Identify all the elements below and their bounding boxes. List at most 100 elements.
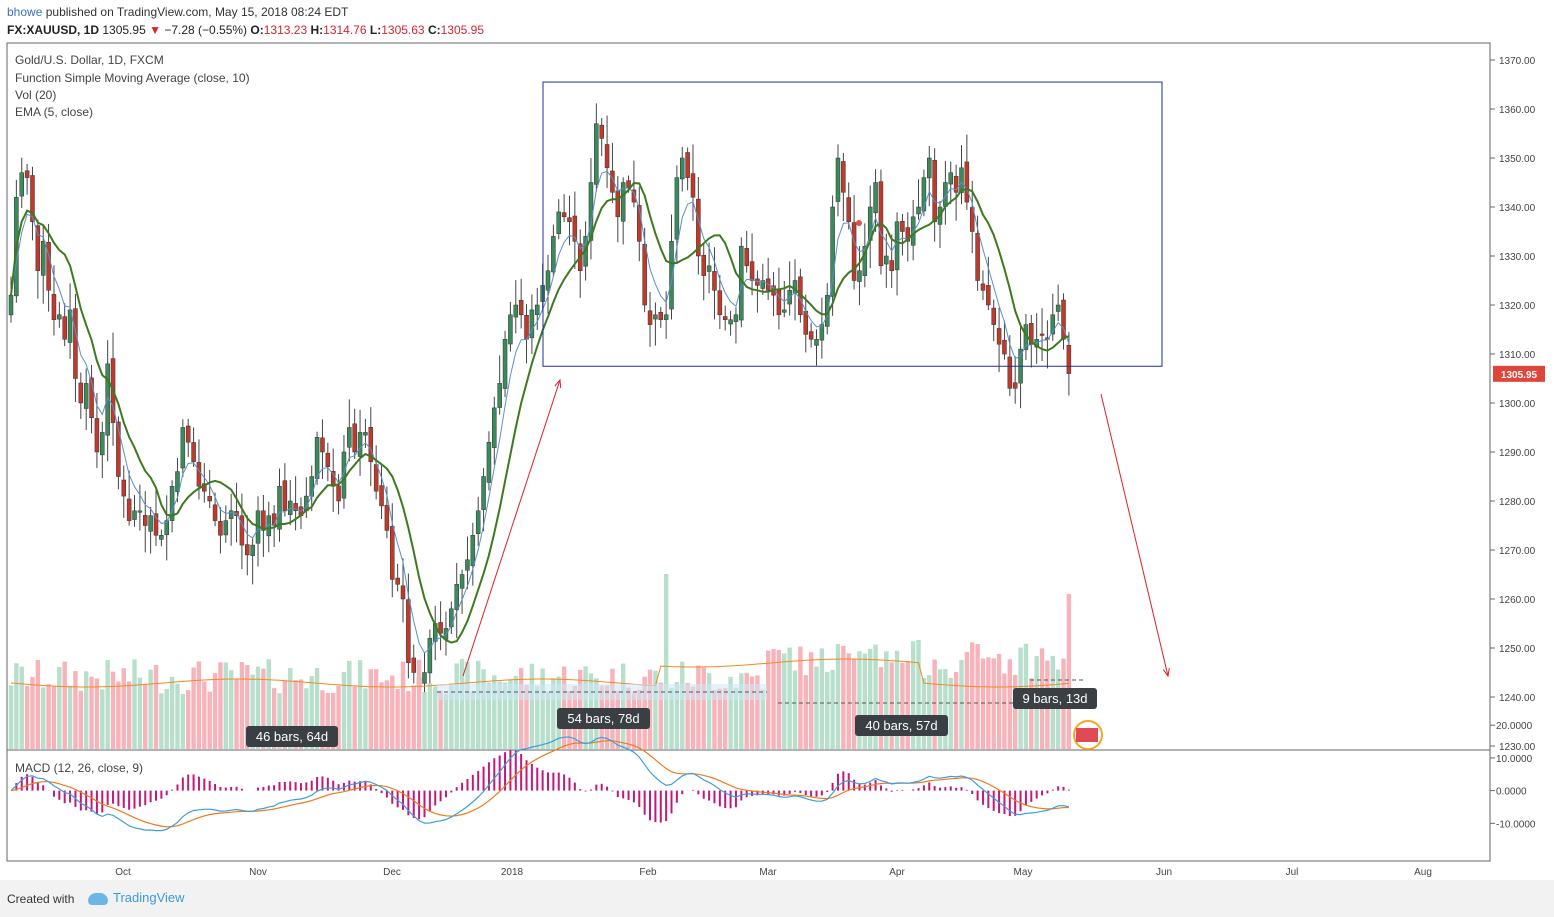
volume-bar <box>481 669 486 749</box>
volume-bar <box>67 685 73 749</box>
price-tick-label: 1250.00 <box>1499 644 1536 655</box>
high-value: 1314.76 <box>323 23 367 37</box>
candle-body <box>486 441 492 483</box>
candle-body <box>680 157 685 180</box>
tradingview-logo[interactable]: TradingView <box>88 890 185 905</box>
candle-body <box>35 225 41 271</box>
candle-body <box>449 608 454 628</box>
candle-body <box>948 172 953 185</box>
candle-body <box>8 294 14 316</box>
candle-body <box>282 480 288 512</box>
candle-body <box>46 242 51 291</box>
candle-body <box>610 170 615 193</box>
candle-body <box>535 304 540 315</box>
candles-group <box>8 103 1072 702</box>
volume-bar <box>73 671 78 749</box>
price-chart[interactable]: 1370.00 1360.00 1350.00 1340.00 1330.00 1320.… <box>0 0 1554 880</box>
volume-bar <box>1066 594 1072 749</box>
volume-bar <box>749 676 755 749</box>
candle-body <box>30 175 35 222</box>
candle-body <box>749 261 755 281</box>
candle-body <box>808 331 814 340</box>
candle-body <box>164 520 169 536</box>
volume-bar <box>153 664 159 749</box>
candle-body <box>862 245 868 276</box>
candle-body <box>959 167 964 193</box>
candle-body <box>314 437 320 479</box>
candle-body <box>406 599 411 663</box>
measure-label: 40 bars, 57d <box>865 718 937 733</box>
candle-body <box>212 504 218 521</box>
candle-body <box>857 270 862 282</box>
volume-bar <box>449 683 454 749</box>
candle-body <box>357 432 363 457</box>
candle-body <box>245 544 250 556</box>
candle-body <box>921 177 927 212</box>
flag-icon <box>1076 728 1098 742</box>
volume-bar <box>529 663 535 749</box>
volume-bar <box>202 681 207 749</box>
volume-bar <box>862 653 868 749</box>
volume-bar <box>808 652 814 749</box>
volume-bar <box>486 682 492 749</box>
volume-bar <box>395 689 400 749</box>
candle-body <box>481 476 486 510</box>
volume-bar <box>970 642 975 749</box>
volume-bar <box>411 685 416 749</box>
candle-body <box>986 285 991 306</box>
volume-bar <box>51 685 57 749</box>
volume-bar <box>868 648 873 749</box>
candle-body <box>411 657 416 673</box>
candle-body <box>653 314 658 320</box>
candle-body <box>927 157 932 179</box>
volume-bar <box>739 673 744 749</box>
volume-bar <box>905 661 910 749</box>
volume-bar <box>465 662 470 749</box>
volume-bar <box>78 690 84 749</box>
macd-tick-label: 0.0000 <box>1496 787 1527 798</box>
x-axis-label: Mar <box>759 867 777 878</box>
volume-bar <box>921 678 927 749</box>
volume-bar <box>910 641 916 749</box>
volume-bar <box>228 670 234 749</box>
candle-body <box>690 173 696 198</box>
volume-bar <box>132 659 137 749</box>
volume-bar <box>186 690 191 749</box>
volume-bar <box>19 666 24 749</box>
volume-bar <box>438 690 443 749</box>
candle-body <box>180 427 186 469</box>
volume-bar <box>878 667 884 749</box>
candle-body <box>905 227 911 242</box>
candle-body <box>1002 339 1007 355</box>
price-axis-bg <box>1491 43 1548 861</box>
candle-body <box>572 215 578 242</box>
volume-bar <box>46 684 51 749</box>
volume-bar <box>309 676 314 749</box>
published-text: published on TradingView.com, May 15, 20… <box>45 5 349 19</box>
marker-dot <box>856 220 862 226</box>
volume-bar <box>121 668 126 749</box>
downtrend-arrow <box>1100 393 1169 677</box>
cloud-icon <box>88 892 108 905</box>
volume-bar <box>459 659 465 749</box>
volume-bar <box>304 688 309 749</box>
candle-body <box>384 504 390 531</box>
publisher-username[interactable]: bhowe <box>7 5 43 19</box>
macd-tick-label: 10.0000 <box>1496 754 1533 765</box>
candle-body <box>996 328 1002 345</box>
volume-bar <box>787 647 792 749</box>
volume-bar <box>57 666 62 749</box>
candle-body <box>352 423 357 453</box>
candle-body <box>846 197 851 222</box>
x-axis-label: May <box>1014 867 1033 878</box>
high-label: H: <box>310 23 324 37</box>
publish-line: bhowe published on TradingView.com, May … <box>7 5 348 19</box>
candle-body <box>363 432 368 436</box>
candle-body <box>502 339 508 389</box>
volume-bar <box>680 661 685 749</box>
volume-bar <box>996 653 1002 749</box>
candle-body <box>722 316 728 320</box>
volume-bar <box>137 677 143 749</box>
volume-bar <box>717 688 723 749</box>
volume-bar <box>964 652 970 749</box>
